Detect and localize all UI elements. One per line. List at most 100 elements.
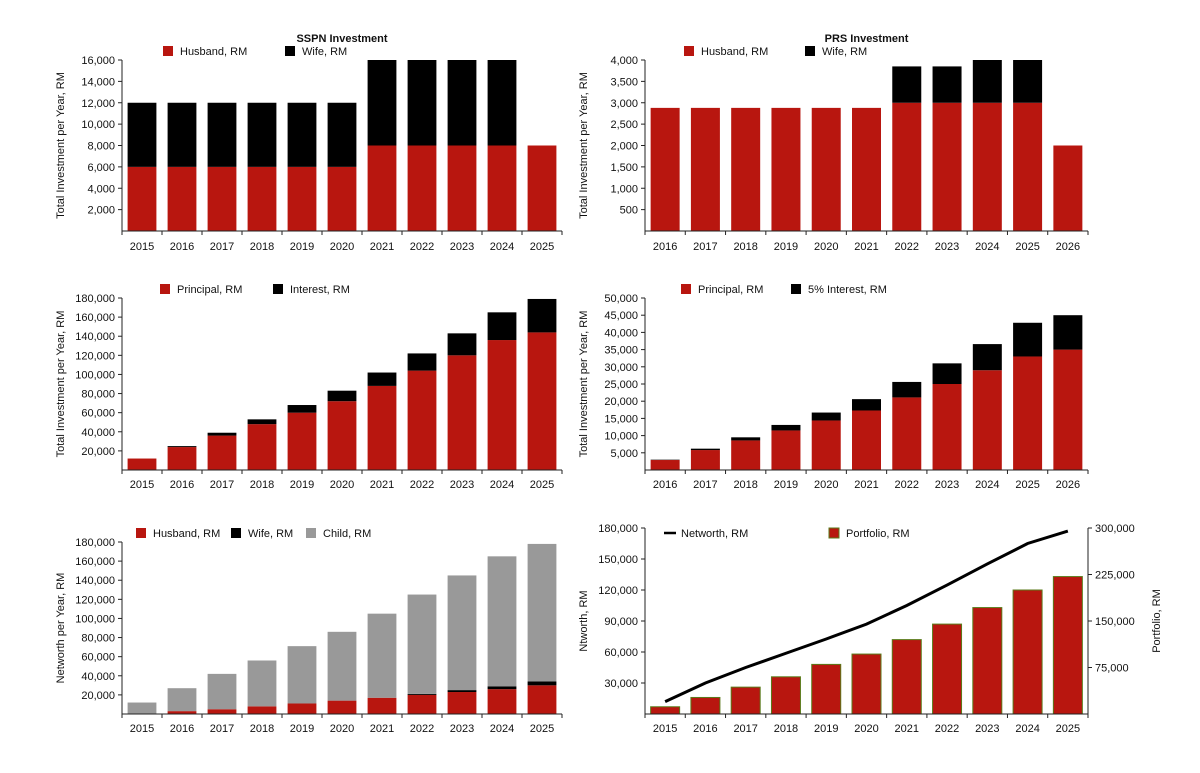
bar-portfolio-2024 [1012,589,1043,715]
y-tick-label: 40,000 [81,427,115,439]
bar-child-2015 [127,702,157,714]
bar-husband-2022 [407,145,437,231]
bar-principal-2025 [527,332,557,470]
y-tick-label: 160,000 [75,312,115,324]
legend-item-husband: Husband, RM [163,46,247,58]
x-tick-label: 2015 [653,723,677,735]
bar-5-interest-2024 [972,344,1002,371]
bar-5-interest-2021 [852,399,881,411]
x-tick-label: 2021 [895,723,919,735]
legend-item-interest: Interest, RM [273,284,350,296]
bar-husband-2016 [167,711,197,714]
bar-principal-2020 [327,401,357,470]
legend-item-wife: Wife, RM [805,46,867,58]
x-tick-label: 2016 [170,479,194,491]
legend-label: Husband, RM [701,46,768,58]
x-tick-label: 2025 [1015,241,1039,253]
x-tick-label: 2020 [330,723,354,735]
bar-husband-2017 [690,107,720,231]
x-tick-label: 2021 [370,241,394,253]
y-axis-title: Ntworth, RM [578,590,590,651]
legend-swatch [231,528,241,538]
bar-husband-2016 [650,107,680,231]
y-tick-label: 10,000 [81,119,115,131]
bar-principal-2020 [811,420,841,470]
y-tick-label: 30,000 [604,678,638,690]
x-tick-label: 2019 [814,723,838,735]
x-tick-label: 2022 [935,723,959,735]
y-tick-label: 1,000 [610,183,638,195]
bar-5-interest-2020 [811,412,841,421]
bar-5-interest-2018 [731,437,761,441]
legend-item-networth: Networth, RM [664,528,748,540]
y-tick-label: 80,000 [81,633,115,645]
legend-label: Portfolio, RM [846,528,910,540]
x-tick-label: 2019 [774,479,798,491]
legend-label: Interest, RM [290,284,350,296]
x-tick-label: 2020 [814,479,838,491]
bar-5-interest-2022 [892,381,922,398]
bar-5-interest-2023 [932,363,962,384]
chart-networth-portfolio: 30,000 60,000 90,000 120,000 150,000 180,000 N… [578,523,1163,735]
y-tick-label: 25,000 [604,379,638,391]
y-tick-label: 10,000 [604,431,638,443]
y-tick-label: 150,000 [598,554,638,566]
bar-principal-2016 [650,460,680,470]
bar-husband-2021 [367,697,397,714]
bar-interest-2022 [407,353,437,371]
x-tick-label: 2026 [1056,479,1080,491]
x-tick-label: 2025 [530,723,554,735]
y-tick-label: 180,000 [75,293,115,305]
x-tick-label: 2024 [1015,723,1039,735]
y-axis-title: Total Investment per Year, RM [578,72,590,219]
x-tick-label: 2024 [975,241,999,253]
legend-item-husband: Husband, RM [136,528,220,540]
chart-title: PRS Investment [825,33,909,45]
bar-husband-2016 [167,166,197,231]
y-tick-label: 60,000 [604,647,638,659]
x-tick-label: 2025 [1015,479,1039,491]
bar-portfolio-2025 [1052,576,1083,715]
bar-husband-2022 [892,102,922,231]
y-tick-label: 5,000 [610,448,638,460]
legend-item-principal: Principal, RM [160,284,242,296]
x-tick-label: 2019 [290,723,314,735]
x-tick-label: 2021 [370,723,394,735]
x-tick-label: 2022 [895,241,919,253]
y-tick-label: 15,000 [604,413,638,425]
legend-swatch [684,46,694,56]
bar-wife-2022 [407,60,437,146]
bar-principal-2017 [690,450,720,470]
bar-husband-2017 [207,709,237,714]
bar-child-2025 [527,543,557,682]
bar-wife-2020 [327,102,357,167]
x-tick-label: 2023 [450,479,474,491]
x-tick-label: 2021 [854,479,878,491]
legend-label: Husband, RM [153,528,220,540]
y-tick-label: 500 [620,205,638,217]
x-tick-label: 2015 [130,723,154,735]
x-tick-label: 2022 [410,479,434,491]
y-axis-title: Total Investment per Year, RM [55,311,67,458]
x-tick-label: 2016 [170,241,194,253]
y-axis-title: Total Investment per Year, RM [55,72,67,219]
x-tick-label: 2017 [210,723,234,735]
bar-husband-2025 [527,685,557,714]
bar-wife-2025 [1013,60,1043,103]
x-tick-label: 2018 [733,241,757,253]
bar-wife-2018 [247,102,277,167]
bar-interest-2025 [527,298,557,333]
bar-wife-2015 [127,102,157,167]
bar-interest-2020 [327,390,357,402]
y-tick-label: 2,500 [610,119,638,131]
bar-child-2021 [367,613,397,698]
bar-interest-2021 [367,372,397,386]
x-tick-label: 2016 [653,241,677,253]
bar-principal-2018 [247,424,277,470]
bar-principal-2025 [1013,356,1043,470]
bar-interest-2023 [447,333,477,356]
bar-principal-2024 [972,370,1002,470]
x-tick-label: 2023 [450,241,474,253]
y-tick-label: 8,000 [87,141,115,153]
bar-interest-2016 [167,446,197,448]
